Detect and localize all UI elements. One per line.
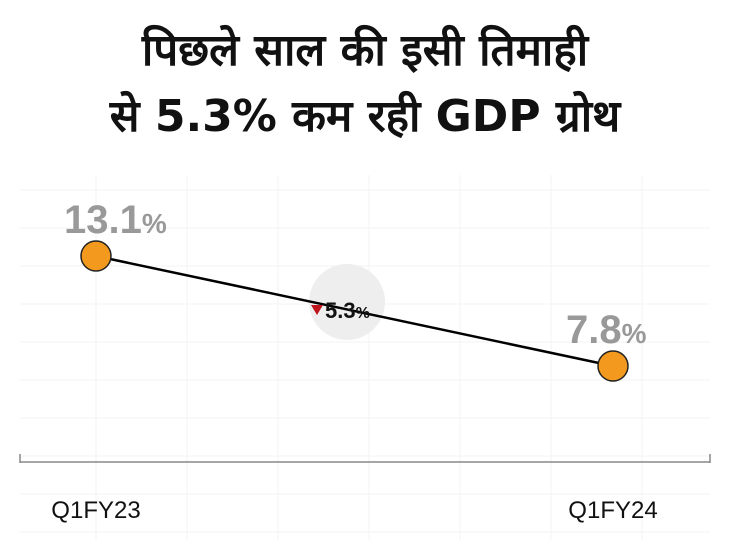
data-label: 7.8%	[566, 308, 647, 352]
x-tick-label: Q1FY24	[568, 497, 657, 524]
data-point	[80, 240, 112, 272]
x-tick-label: Q1FY23	[51, 497, 140, 524]
data-label: 13.1%	[64, 198, 167, 242]
change-unit: %	[356, 305, 370, 322]
series-line	[95, 254, 614, 368]
chart-title: पिछले साल की इसी तिमाही से 5.3% कम रही G…	[0, 18, 730, 150]
title-line-2: से 5.3% कम रही GDP ग्रोथ	[109, 91, 621, 142]
change-value: 5.3	[325, 298, 356, 323]
change-annotation: 5.3%	[311, 298, 370, 323]
data-point	[597, 350, 629, 382]
down-arrow-icon	[311, 305, 323, 315]
svg-text:5.3%: 5.3%	[325, 298, 370, 323]
change-badge	[309, 264, 385, 340]
title-line-1: पिछले साल की इसी तिमाही	[141, 25, 589, 76]
